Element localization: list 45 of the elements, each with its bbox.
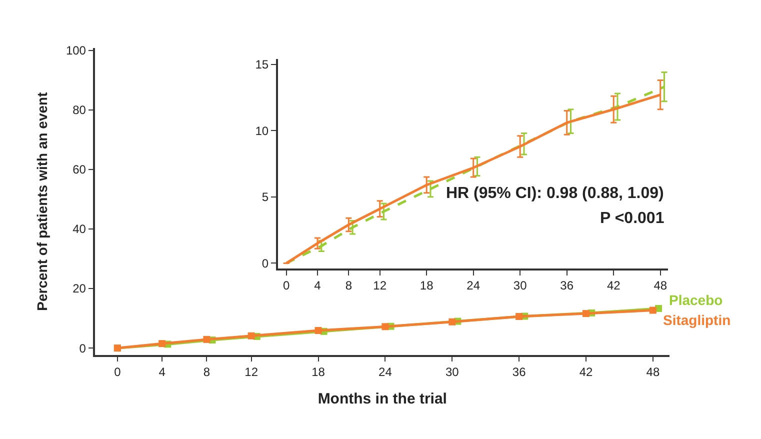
y-tick-label: 15 (255, 58, 269, 72)
x-tick-label: 30 (513, 278, 528, 293)
x-tick-label: 4 (158, 365, 166, 380)
y-tick-label: 80 (72, 103, 86, 118)
x-tick-label: 12 (244, 365, 258, 380)
x-tick-label: 8 (203, 365, 210, 380)
x-tick-label: 42 (606, 278, 621, 293)
y-tick-label: 60 (72, 162, 86, 177)
y-tick-label: 10 (255, 124, 269, 138)
point (516, 313, 523, 320)
y-tick-label: 40 (72, 222, 86, 236)
x-tick-label: 0 (282, 278, 290, 293)
x-tick-label: 36 (512, 365, 526, 380)
point (314, 327, 322, 334)
x-tick-label: 8 (345, 278, 352, 293)
point (203, 336, 210, 343)
x-tick-label: 18 (420, 278, 434, 293)
y-axis-title: Percent of patients with an event (34, 92, 50, 311)
x-tick-label: 30 (445, 365, 460, 380)
x-tick-label: 48 (646, 365, 660, 380)
annotation: P <0.001 (600, 210, 664, 227)
x-tick-label: 24 (378, 365, 392, 380)
x-tick-label: 24 (466, 278, 480, 293)
y-tick-label: 5 (262, 190, 269, 204)
annotation: HR (95% CI): 0.98 (0.88, 1.09) (446, 185, 664, 202)
y-tick-label: 0 (262, 256, 269, 270)
point (582, 310, 590, 318)
x-tick-label: 42 (579, 365, 593, 380)
x-axis-title: Months in the trial (318, 390, 447, 408)
point (382, 323, 389, 330)
x-tick-label: 4 (314, 278, 322, 293)
x-tick-label: 48 (654, 278, 668, 293)
y-tick-label: 0 (79, 341, 86, 356)
x-tick-label: 12 (373, 278, 387, 293)
x-tick-label: 18 (312, 365, 326, 380)
series-label: Placebo (669, 292, 723, 308)
y-tick-label: 100 (66, 43, 86, 58)
point (649, 306, 656, 314)
series-label: Sitagliptin (663, 312, 731, 328)
point (248, 332, 255, 340)
point (158, 340, 166, 348)
point (448, 318, 456, 326)
y-tick-label: 20 (72, 282, 86, 296)
x-tick-label: 0 (114, 365, 122, 380)
x-tick-label: 36 (560, 278, 574, 293)
